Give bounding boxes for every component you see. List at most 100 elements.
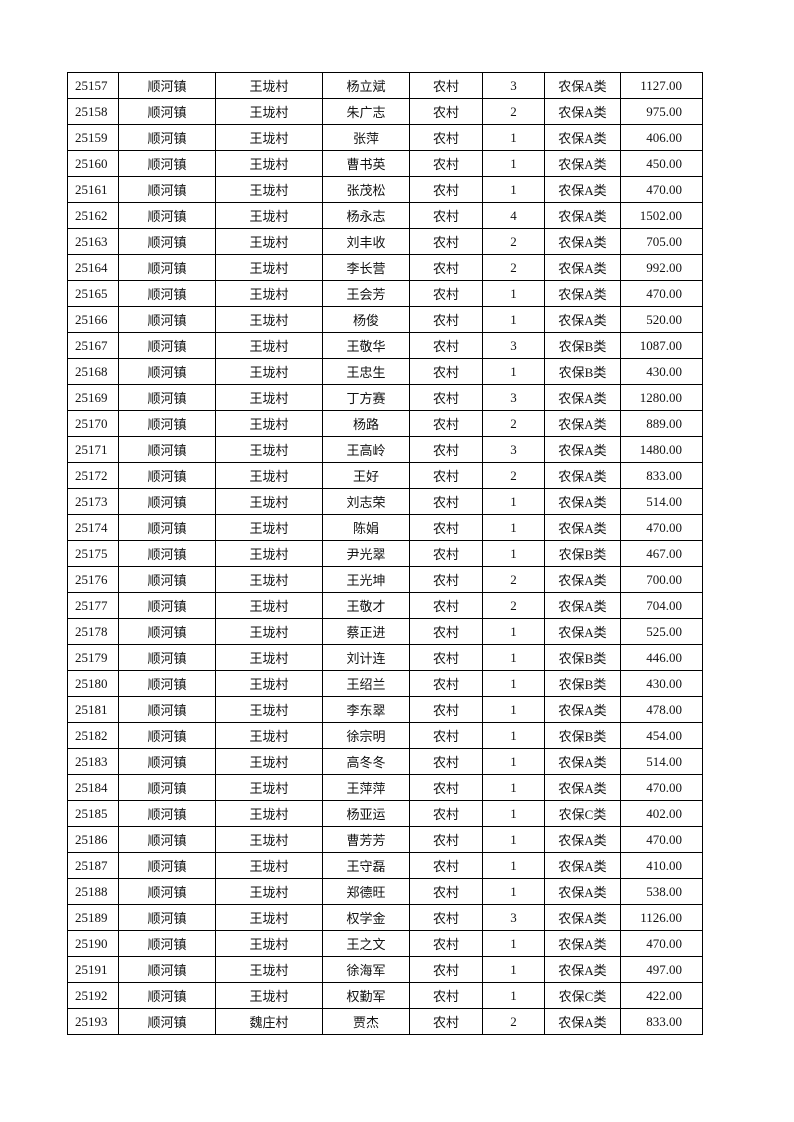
town: 顺河镇 bbox=[118, 852, 216, 879]
table-row: 25160 顺河镇 王垅村 曹书英 农村 1 农保A类 450.00 bbox=[67, 150, 703, 177]
insurance-class: 农保A类 bbox=[544, 384, 621, 411]
insurance-class: 农保A类 bbox=[544, 202, 621, 229]
member-count: 1 bbox=[482, 826, 545, 853]
village: 王垅村 bbox=[215, 566, 323, 593]
amount: 833.00 bbox=[620, 1008, 703, 1035]
insurance-class: 农保A类 bbox=[544, 306, 621, 333]
amount: 1126.00 bbox=[620, 904, 703, 931]
household-type: 农村 bbox=[409, 852, 483, 879]
household-type: 农村 bbox=[409, 800, 483, 827]
insurance-class: 农保A类 bbox=[544, 176, 621, 203]
person-name: 杨永志 bbox=[322, 202, 410, 229]
table-row: 25175 顺河镇 王垅村 尹光翠 农村 1 农保B类 467.00 bbox=[67, 540, 703, 567]
amount: 1480.00 bbox=[620, 436, 703, 463]
insurance-class: 农保A类 bbox=[544, 904, 621, 931]
insurance-class: 农保A类 bbox=[544, 254, 621, 281]
table-row: 25159 顺河镇 王垅村 张萍 农村 1 农保A类 406.00 bbox=[67, 124, 703, 151]
town: 顺河镇 bbox=[118, 280, 216, 307]
member-count: 1 bbox=[482, 306, 545, 333]
amount: 450.00 bbox=[620, 150, 703, 177]
village: 王垅村 bbox=[215, 436, 323, 463]
table-row: 25182 顺河镇 王垅村 徐宗明 农村 1 农保B类 454.00 bbox=[67, 722, 703, 749]
table-row: 25180 顺河镇 王垅村 王绍兰 农村 1 农保B类 430.00 bbox=[67, 670, 703, 697]
amount: 975.00 bbox=[620, 98, 703, 125]
member-count: 3 bbox=[482, 904, 545, 931]
person-name: 王会芳 bbox=[322, 280, 410, 307]
table-row: 25183 顺河镇 王垅村 高冬冬 农村 1 农保A类 514.00 bbox=[67, 748, 703, 775]
household-type: 农村 bbox=[409, 124, 483, 151]
town: 顺河镇 bbox=[118, 774, 216, 801]
member-count: 1 bbox=[482, 358, 545, 385]
member-count: 2 bbox=[482, 1008, 545, 1035]
town: 顺河镇 bbox=[118, 800, 216, 827]
person-name: 高冬冬 bbox=[322, 748, 410, 775]
household-type: 农村 bbox=[409, 436, 483, 463]
table-row: 25162 顺河镇 王垅村 杨永志 农村 4 农保A类 1502.00 bbox=[67, 202, 703, 229]
table-row: 25167 顺河镇 王垅村 王敬华 农村 3 农保B类 1087.00 bbox=[67, 332, 703, 359]
table-row: 25157 顺河镇 王垅村 杨立斌 农村 3 农保A类 1127.00 bbox=[67, 72, 703, 99]
amount: 1280.00 bbox=[620, 384, 703, 411]
insurance-class: 农保A类 bbox=[544, 410, 621, 437]
table-row: 25187 顺河镇 王垅村 王守磊 农村 1 农保A类 410.00 bbox=[67, 852, 703, 879]
household-type: 农村 bbox=[409, 904, 483, 931]
amount: 992.00 bbox=[620, 254, 703, 281]
insurance-class: 农保C类 bbox=[544, 982, 621, 1009]
town: 顺河镇 bbox=[118, 826, 216, 853]
member-count: 3 bbox=[482, 72, 545, 99]
record-id: 25164 bbox=[67, 254, 119, 281]
member-count: 1 bbox=[482, 124, 545, 151]
village: 王垅村 bbox=[215, 956, 323, 983]
insurance-class: 农保B类 bbox=[544, 358, 621, 385]
amount: 430.00 bbox=[620, 670, 703, 697]
amount: 467.00 bbox=[620, 540, 703, 567]
record-id: 25191 bbox=[67, 956, 119, 983]
village: 王垅村 bbox=[215, 904, 323, 931]
person-name: 权勤军 bbox=[322, 982, 410, 1009]
town: 顺河镇 bbox=[118, 462, 216, 489]
village: 王垅村 bbox=[215, 540, 323, 567]
household-type: 农村 bbox=[409, 514, 483, 541]
record-id: 25171 bbox=[67, 436, 119, 463]
insurance-class: 农保B类 bbox=[544, 540, 621, 567]
town: 顺河镇 bbox=[118, 332, 216, 359]
household-type: 农村 bbox=[409, 566, 483, 593]
insurance-class: 农保B类 bbox=[544, 644, 621, 671]
table-row: 25174 顺河镇 王垅村 陈娟 农村 1 农保A类 470.00 bbox=[67, 514, 703, 541]
household-type: 农村 bbox=[409, 332, 483, 359]
village: 王垅村 bbox=[215, 332, 323, 359]
insurance-class: 农保A类 bbox=[544, 696, 621, 723]
town: 顺河镇 bbox=[118, 956, 216, 983]
person-name: 王萍萍 bbox=[322, 774, 410, 801]
table-body: 25157 顺河镇 王垅村 杨立斌 农村 3 农保A类 1127.00 25158 顺河镇 王垅村朱… bbox=[67, 72, 703, 1035]
household-type: 农村 bbox=[409, 774, 483, 801]
record-id: 25168 bbox=[67, 358, 119, 385]
household-type: 农村 bbox=[409, 358, 483, 385]
member-count: 1 bbox=[482, 982, 545, 1009]
table-row: 25193 顺河镇 魏庄村 贾杰 农村 2 农保A类 833.00 bbox=[67, 1008, 703, 1035]
person-name: 陈娟 bbox=[322, 514, 410, 541]
amount: 889.00 bbox=[620, 410, 703, 437]
member-count: 2 bbox=[482, 228, 545, 255]
amount: 705.00 bbox=[620, 228, 703, 255]
village: 王垅村 bbox=[215, 748, 323, 775]
town: 顺河镇 bbox=[118, 540, 216, 567]
data-table: 25157 顺河镇 王垅村 杨立斌 农村 3 农保A类 1127.00 25158 顺河镇 王垅村朱… bbox=[67, 72, 703, 1035]
household-type: 农村 bbox=[409, 670, 483, 697]
table-row: 25173 顺河镇 王垅村 刘志荣 农村 1 农保A类 514.00 bbox=[67, 488, 703, 515]
record-id: 25159 bbox=[67, 124, 119, 151]
insurance-class: 农保A类 bbox=[544, 514, 621, 541]
village: 王垅村 bbox=[215, 280, 323, 307]
village: 王垅村 bbox=[215, 176, 323, 203]
village: 王垅村 bbox=[215, 228, 323, 255]
table-row: 25179 顺河镇 王垅村 刘计连 农村 1 农保B类 446.00 bbox=[67, 644, 703, 671]
member-count: 1 bbox=[482, 644, 545, 671]
village: 王垅村 bbox=[215, 930, 323, 957]
record-id: 25190 bbox=[67, 930, 119, 957]
member-count: 2 bbox=[482, 566, 545, 593]
village: 王垅村 bbox=[215, 410, 323, 437]
village: 王垅村 bbox=[215, 306, 323, 333]
insurance-class: 农保B类 bbox=[544, 722, 621, 749]
table-row: 25190 顺河镇 王垅村 王之文 农村 1 农保A类 470.00 bbox=[67, 930, 703, 957]
member-count: 1 bbox=[482, 176, 545, 203]
